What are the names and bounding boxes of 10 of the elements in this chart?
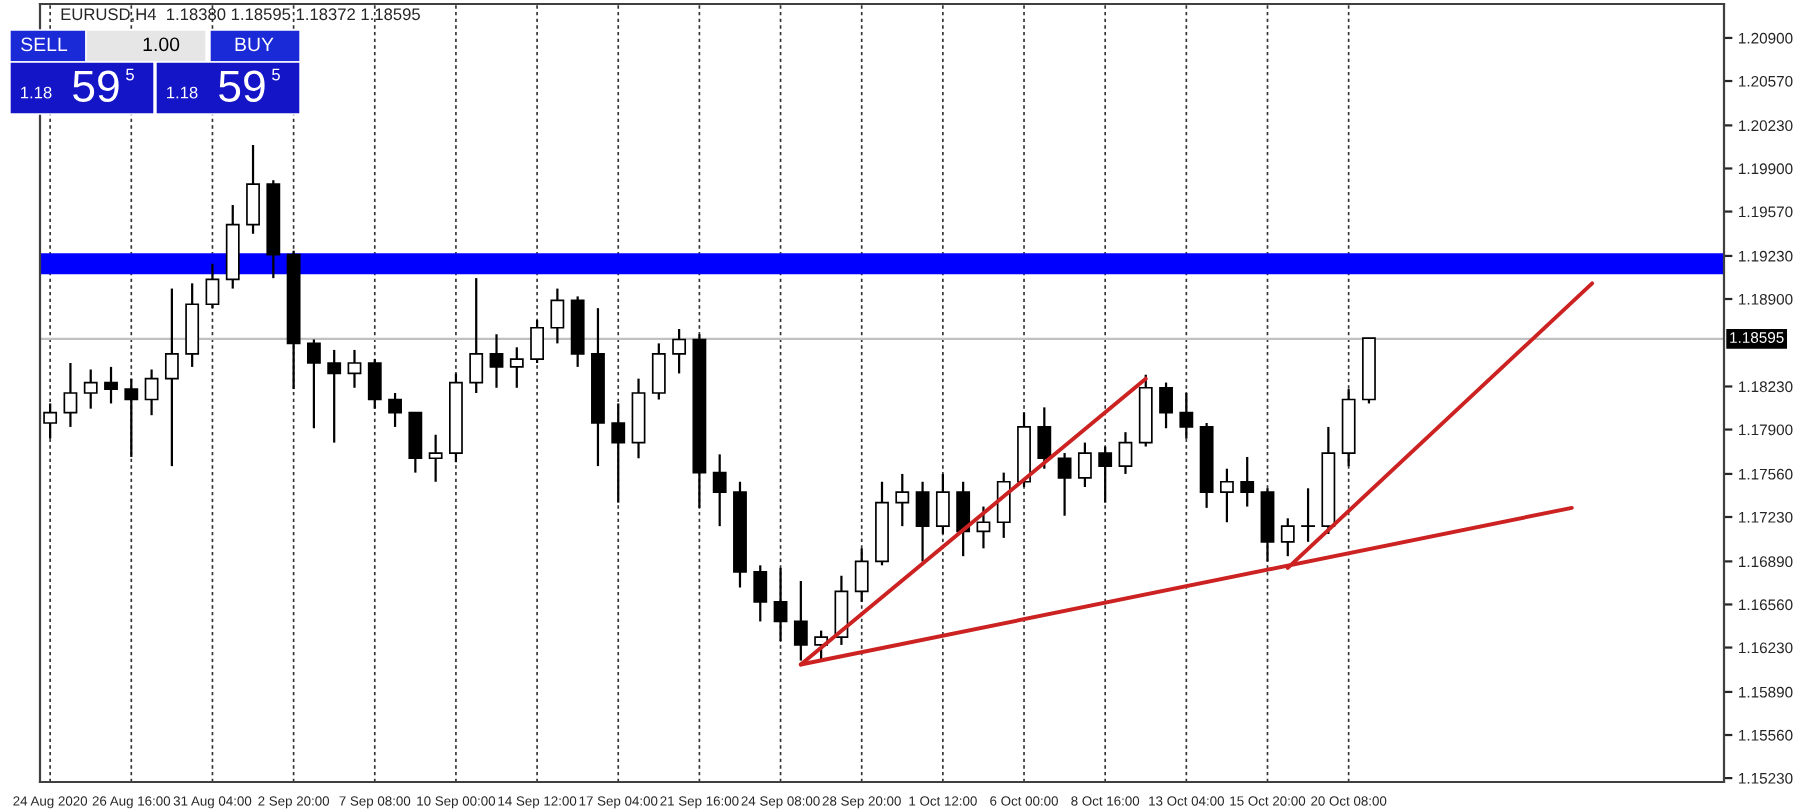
annotation: 1.18	[167, 86, 198, 99]
annotation: SELL	[21, 37, 68, 52]
chart-title: EURUSD,H4 1.18380 1.18595 1.18372 1.18595	[61, 8, 420, 23]
annotation: 5	[272, 68, 280, 81]
annotation: 59	[219, 70, 265, 102]
annotation: 5	[126, 68, 134, 81]
annotation: 1.18	[21, 86, 52, 99]
annotation: BUY	[235, 37, 274, 52]
annotation: 59	[73, 70, 119, 102]
annotation: 1.00	[143, 37, 180, 52]
